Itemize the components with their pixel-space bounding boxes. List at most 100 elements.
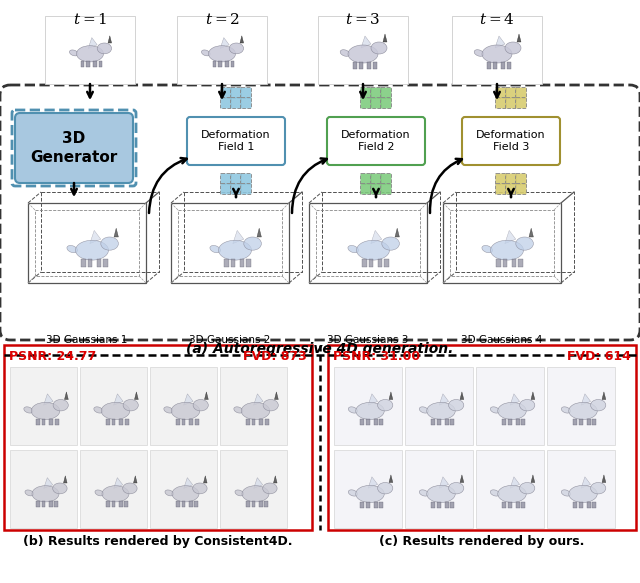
Ellipse shape xyxy=(165,490,173,496)
Polygon shape xyxy=(184,394,193,405)
Bar xyxy=(171,203,289,283)
Bar xyxy=(88,259,92,266)
Bar xyxy=(334,450,402,528)
Bar xyxy=(81,259,86,266)
Bar xyxy=(10,367,77,445)
Ellipse shape xyxy=(348,407,358,413)
Bar xyxy=(28,203,146,283)
Bar xyxy=(547,450,615,528)
FancyBboxPatch shape xyxy=(381,87,392,99)
FancyBboxPatch shape xyxy=(241,97,252,108)
Bar xyxy=(231,259,236,266)
Bar xyxy=(573,419,577,425)
Polygon shape xyxy=(204,476,207,483)
Ellipse shape xyxy=(241,402,269,419)
Polygon shape xyxy=(205,392,208,399)
Ellipse shape xyxy=(209,45,236,62)
Bar xyxy=(224,259,228,266)
Bar xyxy=(516,419,520,425)
Bar xyxy=(212,61,216,67)
Ellipse shape xyxy=(561,490,570,496)
Bar xyxy=(507,62,511,69)
Ellipse shape xyxy=(95,490,104,496)
Bar xyxy=(579,419,583,425)
Polygon shape xyxy=(368,394,378,405)
Ellipse shape xyxy=(235,490,244,496)
FancyBboxPatch shape xyxy=(515,184,527,195)
Polygon shape xyxy=(220,37,229,48)
FancyBboxPatch shape xyxy=(230,184,241,195)
Bar xyxy=(259,419,263,425)
Text: Deformation
Field 3: Deformation Field 3 xyxy=(476,130,546,152)
Bar xyxy=(431,419,435,425)
Ellipse shape xyxy=(164,407,173,413)
Bar xyxy=(182,419,186,425)
Bar xyxy=(189,501,193,507)
Bar xyxy=(103,259,108,266)
Bar xyxy=(264,501,268,507)
Ellipse shape xyxy=(378,483,393,494)
Text: (a) Autoregressive 4D generation.: (a) Autoregressive 4D generation. xyxy=(186,342,454,356)
Ellipse shape xyxy=(234,407,243,413)
Polygon shape xyxy=(389,475,393,483)
Bar xyxy=(246,259,251,266)
Polygon shape xyxy=(65,392,68,399)
FancyBboxPatch shape xyxy=(506,174,516,184)
FancyBboxPatch shape xyxy=(221,97,232,108)
Polygon shape xyxy=(505,230,516,244)
Bar xyxy=(362,259,367,266)
Bar xyxy=(360,419,364,425)
Bar xyxy=(246,419,250,425)
Ellipse shape xyxy=(31,402,60,419)
Ellipse shape xyxy=(210,245,221,252)
Ellipse shape xyxy=(482,245,493,252)
Ellipse shape xyxy=(449,399,464,411)
Text: Deformation
Field 1: Deformation Field 1 xyxy=(201,130,271,152)
FancyBboxPatch shape xyxy=(371,87,381,99)
Ellipse shape xyxy=(52,483,67,494)
Text: Deformation
Field 2: Deformation Field 2 xyxy=(341,130,411,152)
Ellipse shape xyxy=(102,486,129,502)
Bar xyxy=(176,501,180,507)
Bar xyxy=(587,501,591,508)
Ellipse shape xyxy=(348,45,378,63)
Bar xyxy=(451,501,454,508)
Polygon shape xyxy=(44,394,53,405)
Bar xyxy=(522,419,525,425)
Ellipse shape xyxy=(419,407,428,413)
Bar xyxy=(125,419,129,425)
Bar xyxy=(487,62,491,69)
Bar xyxy=(80,367,147,445)
Polygon shape xyxy=(233,230,244,244)
Bar xyxy=(106,501,110,507)
FancyBboxPatch shape xyxy=(241,174,252,184)
Polygon shape xyxy=(257,228,261,237)
Ellipse shape xyxy=(505,42,521,54)
Bar xyxy=(476,367,544,445)
Bar xyxy=(4,345,312,530)
Ellipse shape xyxy=(591,399,606,411)
Ellipse shape xyxy=(591,483,606,494)
Bar xyxy=(309,203,427,283)
Polygon shape xyxy=(460,475,464,483)
Bar xyxy=(124,501,128,507)
Bar xyxy=(380,419,383,425)
Polygon shape xyxy=(108,36,111,43)
Bar xyxy=(239,259,244,266)
Polygon shape xyxy=(439,394,449,405)
Ellipse shape xyxy=(419,490,428,496)
FancyBboxPatch shape xyxy=(0,85,640,340)
Bar xyxy=(405,367,473,445)
Ellipse shape xyxy=(348,245,358,252)
Bar xyxy=(119,419,123,425)
Bar xyxy=(81,61,84,67)
FancyBboxPatch shape xyxy=(221,87,232,99)
Bar xyxy=(366,501,370,508)
Bar xyxy=(80,450,147,528)
Polygon shape xyxy=(581,477,591,488)
Bar xyxy=(111,419,115,425)
Bar xyxy=(252,501,255,507)
Ellipse shape xyxy=(97,43,111,54)
Bar xyxy=(476,450,544,528)
Text: (b) Results rendered by Consistent4D.: (b) Results rendered by Consistent4D. xyxy=(23,535,292,548)
